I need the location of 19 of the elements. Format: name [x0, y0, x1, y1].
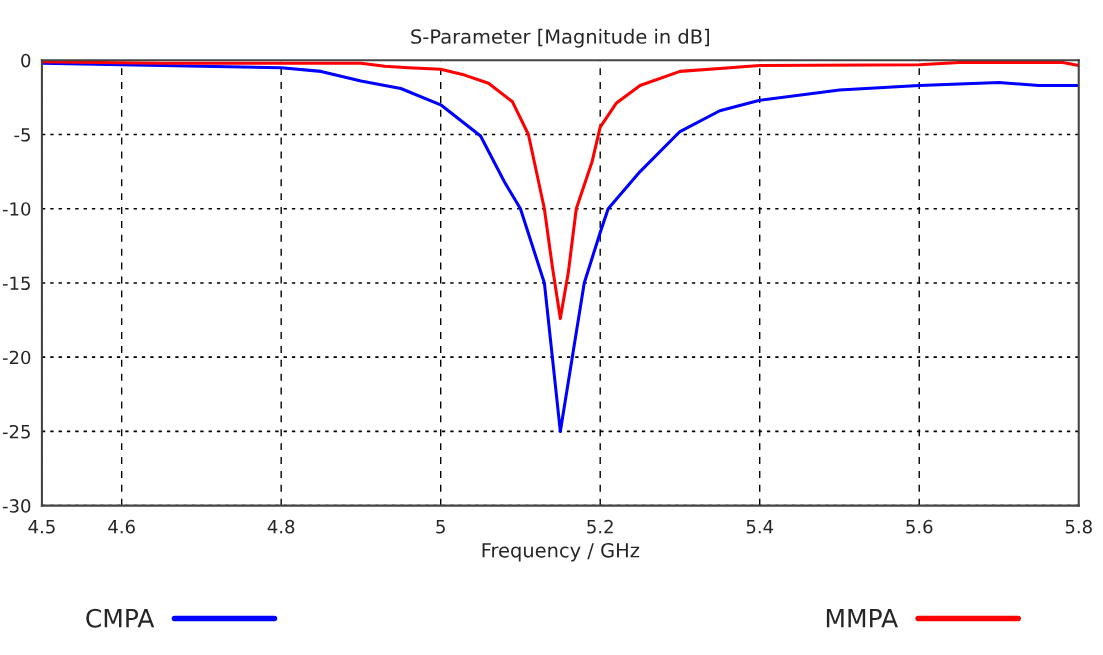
x-tick-label: 5.8 [1065, 519, 1092, 534]
x-axis-title: Frequency / GHz [482, 542, 640, 562]
y-tick-label: -10 [2, 202, 31, 216]
x-tick-label: 5.4 [746, 520, 774, 534]
y-tick-label: -15 [2, 276, 30, 291]
x-tick-label: 4.5 [28, 520, 55, 534]
y-tick-label: -30 [2, 499, 31, 513]
y-tick-label: 0 [21, 53, 31, 68]
legend-label: CMPA [86, 608, 155, 628]
y-tick-label: -25 [2, 424, 30, 439]
x-tick-label: 5.6 [906, 519, 933, 534]
chart-title: S-Parameter [Magnitude in dB] [411, 28, 709, 48]
x-tick-label: 5.2 [587, 519, 613, 534]
x-tick-label: 5 [436, 520, 445, 534]
y-tick-label: -20 [2, 350, 31, 365]
legend-label: MMPA [826, 609, 898, 628]
x-tick-label: 4.6 [108, 519, 135, 534]
x-tick-label: 4.8 [267, 519, 295, 534]
y-tick-label: -5 [14, 128, 30, 142]
